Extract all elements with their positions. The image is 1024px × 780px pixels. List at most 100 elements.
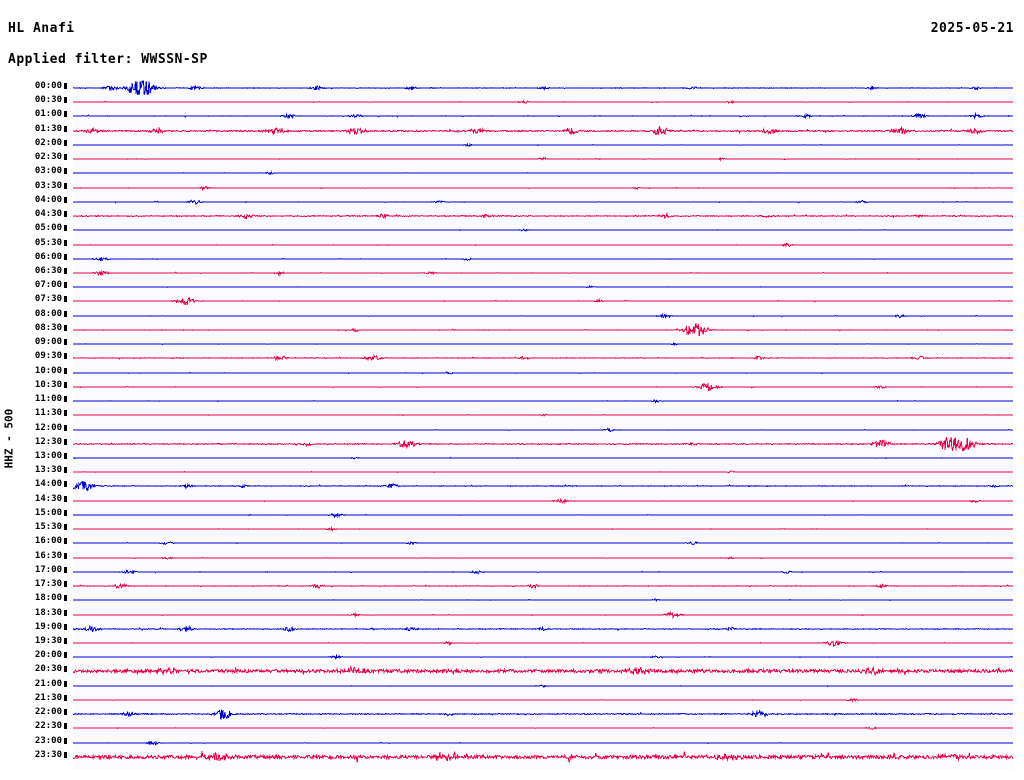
trace-row: 18:30 <box>0 608 1024 622</box>
row-time-label: 05:30 <box>34 237 62 248</box>
trace-row: 12:00 <box>0 423 1024 437</box>
seismic-trace <box>72 508 1014 522</box>
seismic-trace <box>72 707 1014 721</box>
trace-row: 06:00 <box>0 252 1024 266</box>
row-tick-mark <box>64 680 67 687</box>
seismic-trace <box>72 522 1014 536</box>
trace-row: 09:30 <box>0 351 1024 365</box>
trace-row: 10:00 <box>0 366 1024 380</box>
seismic-trace <box>72 608 1014 622</box>
seismic-trace <box>72 138 1014 152</box>
trace-row: 19:00 <box>0 622 1024 636</box>
trace-row: 03:30 <box>0 181 1024 195</box>
row-tick-mark <box>64 324 67 331</box>
row-time-label: 13:30 <box>34 465 62 476</box>
trace-row: 01:00 <box>0 109 1024 123</box>
seismic-trace <box>72 465 1014 479</box>
row-time-label: 15:30 <box>34 522 62 533</box>
trace-row: 05:30 <box>0 238 1024 252</box>
row-time-label: 06:00 <box>34 251 62 262</box>
trace-row: 15:00 <box>0 508 1024 522</box>
row-time-label: 18:30 <box>34 607 62 618</box>
row-time-label: 21:00 <box>34 678 62 689</box>
row-time-label: 05:00 <box>34 223 62 234</box>
trace-row: 07:00 <box>0 280 1024 294</box>
row-time-label: 03:30 <box>34 180 62 191</box>
row-time-label: 03:00 <box>34 166 62 177</box>
row-tick-mark <box>64 709 67 716</box>
row-time-label: 08:00 <box>34 308 62 319</box>
row-tick-mark <box>64 97 67 104</box>
seismic-trace <box>72 551 1014 565</box>
row-tick-mark <box>64 723 67 730</box>
row-time-label: 18:00 <box>34 593 62 604</box>
trace-row: 04:00 <box>0 195 1024 209</box>
trace-row: 22:30 <box>0 721 1024 735</box>
row-tick-mark <box>64 296 67 303</box>
row-tick-mark <box>64 595 67 602</box>
row-time-label: 16:30 <box>34 550 62 561</box>
row-time-label: 22:00 <box>34 707 62 718</box>
row-time-label: 15:00 <box>34 507 62 518</box>
row-time-label: 07:00 <box>34 280 62 291</box>
row-tick-mark <box>64 737 67 744</box>
row-tick-mark <box>64 253 67 260</box>
trace-row: 02:30 <box>0 152 1024 166</box>
station-title: HL Anafi <box>8 21 75 36</box>
row-time-label: 17:00 <box>34 564 62 575</box>
trace-row: 13:00 <box>0 451 1024 465</box>
plot-background <box>73 80 1013 770</box>
seismic-trace <box>72 436 1014 452</box>
seismic-trace <box>72 124 1014 138</box>
row-time-label: 21:30 <box>34 692 62 703</box>
row-tick-mark <box>64 438 67 445</box>
row-time-label: 13:00 <box>34 450 62 461</box>
row-tick-mark <box>64 396 67 403</box>
seismic-trace <box>72 693 1014 707</box>
row-time-label: 10:30 <box>34 379 62 390</box>
seismic-trace <box>72 351 1014 365</box>
row-tick-mark <box>64 339 67 346</box>
row-time-label: 07:30 <box>34 294 62 305</box>
seismic-trace <box>72 238 1014 252</box>
trace-row: 20:30 <box>0 664 1024 678</box>
trace-row: 09:00 <box>0 337 1024 351</box>
row-tick-mark <box>64 225 67 232</box>
row-time-label: 10:00 <box>34 365 62 376</box>
row-time-label: 11:30 <box>34 408 62 419</box>
row-tick-mark <box>64 211 67 218</box>
row-tick-mark <box>64 154 67 161</box>
row-tick-mark <box>64 139 67 146</box>
seismic-trace <box>72 664 1014 678</box>
row-time-label: 01:00 <box>34 109 62 120</box>
trace-row: 17:00 <box>0 565 1024 579</box>
seismic-trace <box>72 636 1014 650</box>
trace-row: 06:30 <box>0 266 1024 280</box>
seismic-trace <box>72 394 1014 408</box>
row-tick-mark <box>64 353 67 360</box>
seismic-trace <box>72 166 1014 180</box>
seismic-trace <box>72 679 1014 693</box>
row-time-label: 04:30 <box>34 209 62 220</box>
row-tick-mark <box>64 538 67 545</box>
seismic-trace <box>72 650 1014 664</box>
row-time-label: 22:30 <box>34 721 62 732</box>
seismic-trace <box>72 309 1014 323</box>
trace-row: 22:00 <box>0 707 1024 721</box>
row-tick-mark <box>64 196 67 203</box>
row-tick-mark <box>64 652 67 659</box>
seismic-trace <box>72 565 1014 579</box>
row-tick-mark <box>64 751 67 758</box>
row-time-label: 08:30 <box>34 322 62 333</box>
seismic-trace <box>72 223 1014 237</box>
row-tick-mark <box>64 367 67 374</box>
row-time-label: 12:30 <box>34 436 62 447</box>
row-tick-mark <box>64 552 67 559</box>
trace-row: 19:30 <box>0 636 1024 650</box>
trace-row: 17:30 <box>0 579 1024 593</box>
seismic-trace <box>72 294 1014 308</box>
row-time-label: 17:30 <box>34 579 62 590</box>
seismic-trace <box>72 366 1014 380</box>
row-tick-mark <box>64 495 67 502</box>
row-time-label: 19:00 <box>34 621 62 632</box>
